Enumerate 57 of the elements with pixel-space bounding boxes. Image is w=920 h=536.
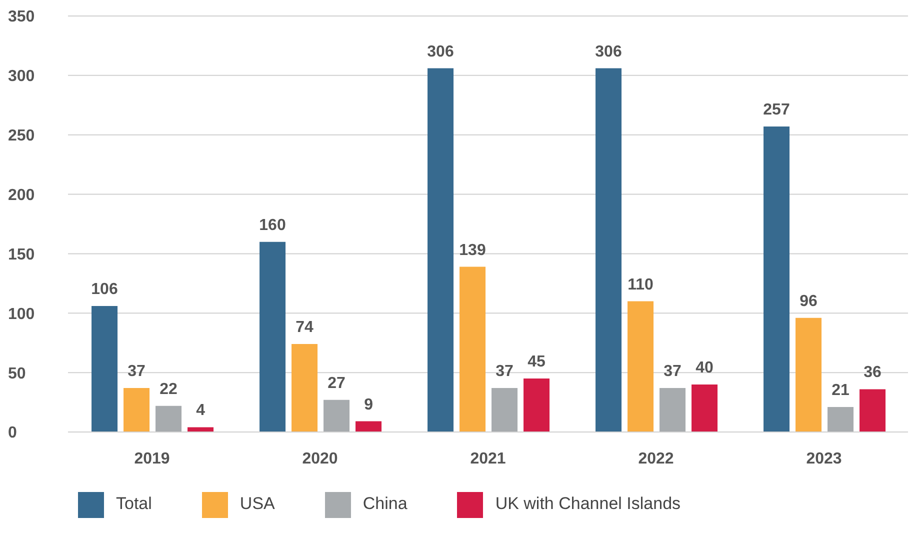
x-tick-label: 2019 [134,450,170,468]
x-tick-label: 2021 [470,450,506,468]
data-label: 257 [763,102,790,119]
data-label: 306 [427,43,454,60]
data-label: 37 [664,363,682,380]
data-label: 37 [128,363,146,380]
bar [628,301,654,432]
x-tick-label: 2020 [302,450,338,468]
y-tick-label: 0 [8,424,17,442]
data-label: 4 [196,402,206,420]
bar [796,318,822,432]
y-tick-label: 200 [8,186,35,204]
bar [156,406,182,432]
data-label: 96 [800,292,818,310]
bar [524,378,550,432]
data-label: 110 [628,276,654,294]
bar [692,384,718,432]
legend-label: Total [116,494,152,514]
x-tick-label: 2022 [638,450,674,468]
legend-label: USA [240,494,275,514]
bar [188,427,214,432]
data-label: 40 [696,359,714,376]
data-label: 22 [160,380,178,398]
y-tick-label: 350 [8,8,35,26]
bar [860,389,886,432]
data-label: 160 [259,216,286,234]
data-label: 37 [496,363,514,380]
bar [124,388,150,432]
bar [660,388,686,432]
bar [292,344,318,432]
data-label: 9 [364,396,374,414]
bar [260,242,286,432]
y-tick-label: 50 [8,365,26,382]
bar [764,126,790,432]
data-label: 139 [459,242,486,259]
y-tick-label: 300 [8,68,35,86]
data-label: 21 [832,382,850,400]
bar [356,421,382,432]
bar [428,68,454,432]
data-label: 36 [864,364,882,382]
data-label: 27 [328,374,346,392]
bar [460,266,486,432]
y-tick-label: 250 [8,128,35,145]
bar [92,306,118,432]
x-tick-label: 2023 [806,450,842,468]
data-label: 45 [528,354,546,371]
data-label: 306 [595,43,622,60]
bar [492,388,518,432]
y-tick-label: 100 [8,306,35,323]
y-tick-label: 150 [8,246,35,264]
legend-label: China [362,494,408,514]
bar [596,68,622,432]
legend-label: UK with Channel Islands [495,494,681,514]
data-label: 106 [91,281,118,298]
data-label: 74 [296,319,314,336]
bar [828,407,854,432]
bar [324,400,350,432]
